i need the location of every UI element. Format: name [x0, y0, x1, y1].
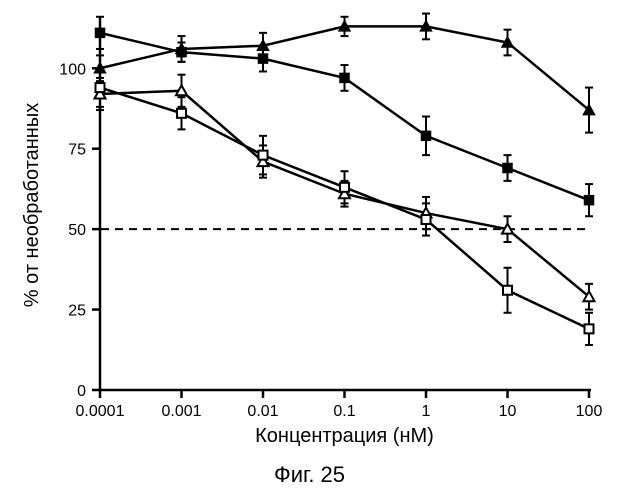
x-tick-label: 0.1	[333, 403, 355, 420]
x-tick-label: 0.001	[161, 403, 201, 420]
x-tick-label: 100	[576, 403, 603, 420]
chart-svg: 0 25 50 75 100 0.0001 0.001 0.01 0.1 1 10 100 Концен…	[0, 0, 619, 500]
y-tick-label: 100	[59, 61, 86, 78]
dose-response-chart: 0 25 50 75 100 0.0001 0.001 0.01 0.1 1 10 100 Концен…	[0, 0, 619, 500]
y-tick-label: 75	[68, 142, 86, 159]
x-tick-label: 0.0001	[76, 403, 125, 420]
figure-caption: Фиг. 25	[274, 462, 345, 487]
series-open-square-line	[100, 88, 589, 329]
x-axis-label: Концентрация (нМ)	[255, 425, 434, 447]
y-tick-label: 0	[77, 383, 86, 400]
y-tick-label: 50	[68, 222, 86, 239]
x-tick-label: 0.01	[247, 403, 278, 420]
y-tick-label: 25	[68, 303, 86, 320]
y-axis-label: % от необработанных	[21, 103, 43, 307]
x-tick-label: 10	[499, 403, 517, 420]
x-tick-label: 1	[422, 403, 431, 420]
